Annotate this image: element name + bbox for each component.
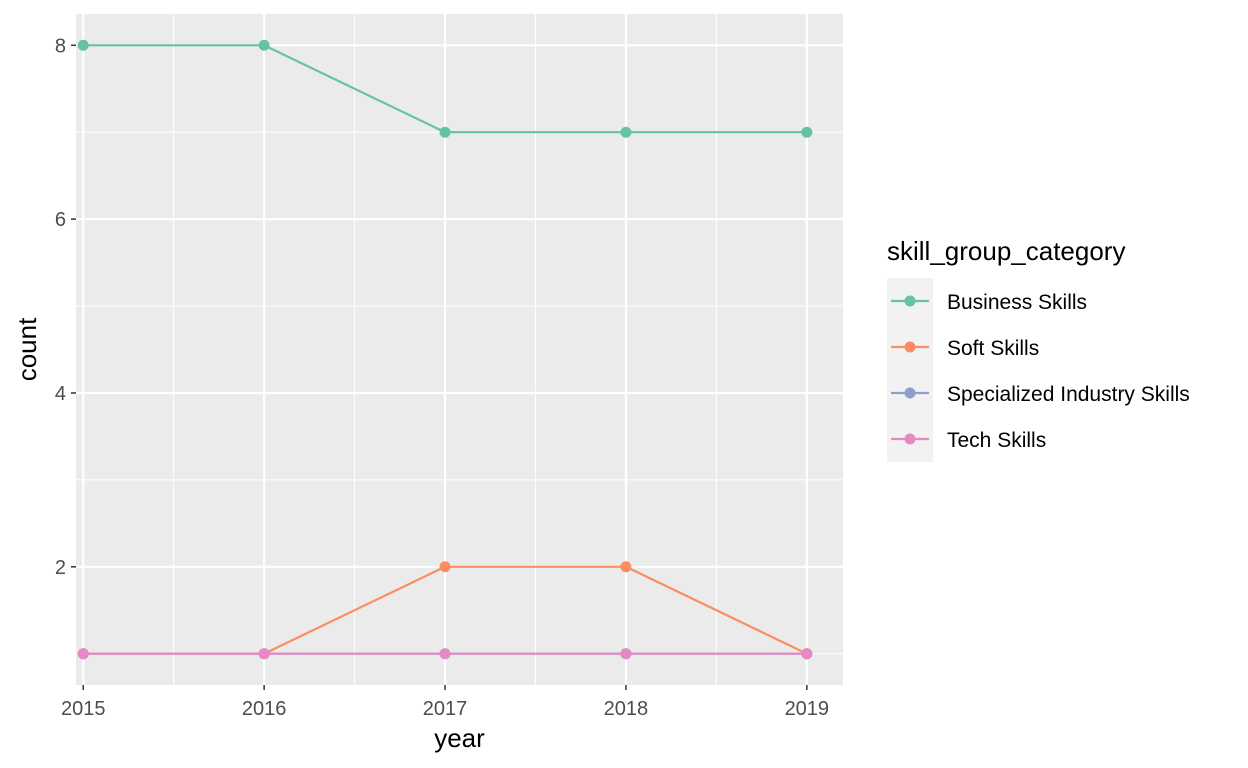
legend-label: Tech Skills [947, 429, 1046, 452]
y-tick-label: 4 [55, 383, 66, 405]
data-point-business-skills [439, 126, 451, 138]
legend-key-background [887, 278, 933, 462]
legend-label: Business Skills [947, 291, 1087, 314]
plot-panel [76, 14, 843, 685]
data-point-tech-skills [77, 648, 89, 660]
series-business-skills [77, 39, 813, 138]
data-point-tech-skills [439, 648, 451, 660]
legend-item-soft-skills: Soft Skills [891, 337, 1039, 360]
data-point-tech-skills [801, 648, 813, 660]
data-point-soft-skills [439, 561, 451, 573]
legend-item-tech-skills: Tech Skills [891, 429, 1046, 452]
x-tick-label: 2019 [785, 698, 830, 720]
y-axis-title: count [12, 317, 42, 381]
data-point-tech-skills [620, 648, 632, 660]
legend-key-point [904, 341, 916, 353]
series-tech-skills [77, 648, 813, 660]
y-tick-label: 2 [55, 557, 66, 579]
x-tick-label: 2018 [604, 698, 649, 720]
data-point-soft-skills [620, 561, 632, 573]
legend-title: skill_group_category [887, 236, 1125, 266]
y-axis: 2 4 6 8 [55, 35, 76, 579]
legend-key-point [904, 295, 916, 307]
y-tick-label: 8 [55, 35, 66, 57]
legend-label: Specialized Industry Skills [947, 383, 1190, 406]
data-point-business-skills [801, 126, 813, 138]
data-point-tech-skills [258, 648, 270, 660]
x-axis-title: year [434, 723, 485, 753]
legend-item-specialized-industry-skills: Specialized Industry Skills [891, 383, 1190, 406]
series-layer [77, 39, 813, 660]
y-tick-label: 6 [55, 209, 66, 231]
legend-key-point [904, 387, 916, 399]
data-point-business-skills [620, 126, 632, 138]
x-axis: 2015 2016 2017 2018 2019 [61, 685, 829, 720]
x-tick-label: 2016 [242, 698, 287, 720]
x-tick-label: 2017 [423, 698, 468, 720]
data-point-business-skills [258, 39, 270, 51]
minor-gridlines [76, 14, 843, 685]
data-point-business-skills [77, 39, 89, 51]
x-tick-label: 2015 [61, 698, 106, 720]
legend-items: Business Skills Soft Skills Specialized In… [891, 291, 1190, 452]
legend-item-business-skills: Business Skills [891, 291, 1087, 314]
legend-key-point [904, 433, 916, 445]
legend: skill_group_category Business Skills Soft… [887, 236, 1190, 462]
legend-label: Soft Skills [947, 337, 1039, 360]
